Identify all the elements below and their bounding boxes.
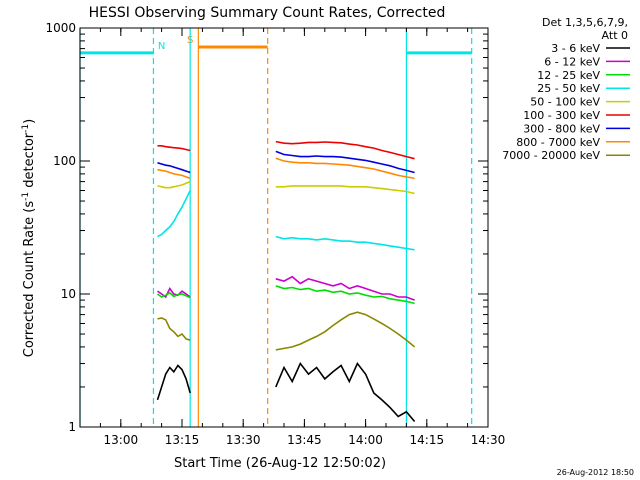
y-tick-label: 10 xyxy=(61,287,76,301)
series-line-6-12-kev xyxy=(157,286,191,299)
legend-header-line1: Det 1,3,5,6,7,9, xyxy=(542,16,628,29)
series-line-300-800-kev xyxy=(157,162,191,174)
plot-area: NS xyxy=(79,28,473,427)
series-line-300-800-kev xyxy=(275,150,415,174)
x-tick-label: 14:15 xyxy=(410,433,445,447)
x-tick-label: 13:30 xyxy=(226,433,261,447)
legend-label-3-6-kev: 3 - 6 keV xyxy=(551,42,600,55)
series-line-7000-20000-kev xyxy=(275,311,416,351)
series-line-800-7000-kev xyxy=(275,157,415,180)
legend-label-800-7000-kev: 800 - 7000 keV xyxy=(516,136,600,149)
legend-label-100-300-kev: 100 - 300 keV xyxy=(523,109,600,122)
series-line-7000-20000-kev xyxy=(157,317,191,341)
series-line-100-300-kev xyxy=(275,140,415,160)
x-tick-label: 14:00 xyxy=(348,433,383,447)
legend-label-50-100-kev: 50 - 100 keV xyxy=(530,96,600,109)
y-axis-label-mid: detector xyxy=(22,132,37,192)
chart-title: HESSI Observing Summary Count Rates, Cor… xyxy=(89,5,446,21)
x-tick-label: 13:00 xyxy=(104,433,139,447)
series-line-3-6-kev xyxy=(156,364,191,401)
x-tick-label: 14:30 xyxy=(471,433,506,447)
legend-label-6-12-kev: 6 - 12 keV xyxy=(544,55,600,68)
legend-header-line2: Att 0 xyxy=(602,29,628,42)
x-tick-label: 13:45 xyxy=(287,433,322,447)
x-axis-label: Start Time (26-Aug-12 12:50:02) xyxy=(174,456,386,471)
y-axis-label-end: ) xyxy=(22,119,37,124)
series-line-12-25-kev xyxy=(157,291,191,299)
y-axis-label: Corrected Count Rate (s-1 detector-1) xyxy=(21,119,37,357)
y-tick-label: 1000 xyxy=(45,21,76,35)
series-line-12-25-kev xyxy=(275,285,415,305)
series-line-100-300-kev xyxy=(157,145,191,152)
series-line-6-12-kev xyxy=(275,275,415,301)
y-tick-label: 100 xyxy=(53,154,76,168)
footer-timestamp: 26-Aug-2012 18:50 xyxy=(557,468,634,477)
y-tick-label: 1 xyxy=(68,420,76,434)
x-tick-label: 13:15 xyxy=(165,433,200,447)
y-axis-label-text: Corrected Count Rate (s xyxy=(22,201,37,358)
legend-label-25-50-kev: 25 - 50 keV xyxy=(537,82,600,95)
legend-label-7000-20000-kev: 7000 - 20000 keV xyxy=(502,149,600,162)
series-line-50-100-kev xyxy=(157,180,191,189)
series-line-50-100-kev xyxy=(275,185,415,195)
series-line-25-50-kev xyxy=(157,190,191,238)
series-line-25-50-kev xyxy=(275,235,415,251)
y-axis-label-sup1: -1 xyxy=(21,192,31,201)
series-line-3-6-kev xyxy=(275,361,416,423)
legend-label-300-800-kev: 300 - 800 keV xyxy=(523,122,600,135)
mode-flag-label: N xyxy=(158,41,165,52)
series-line-800-7000-kev xyxy=(157,168,191,180)
axes: 13:00 13:15 13:30 13:45 14:00 14:15 14:30 1 10 10… xyxy=(45,21,505,447)
legend-label-12-25-kev: 12 - 25 keV xyxy=(537,69,600,82)
y-axis-label-sup2: -1 xyxy=(21,124,31,133)
